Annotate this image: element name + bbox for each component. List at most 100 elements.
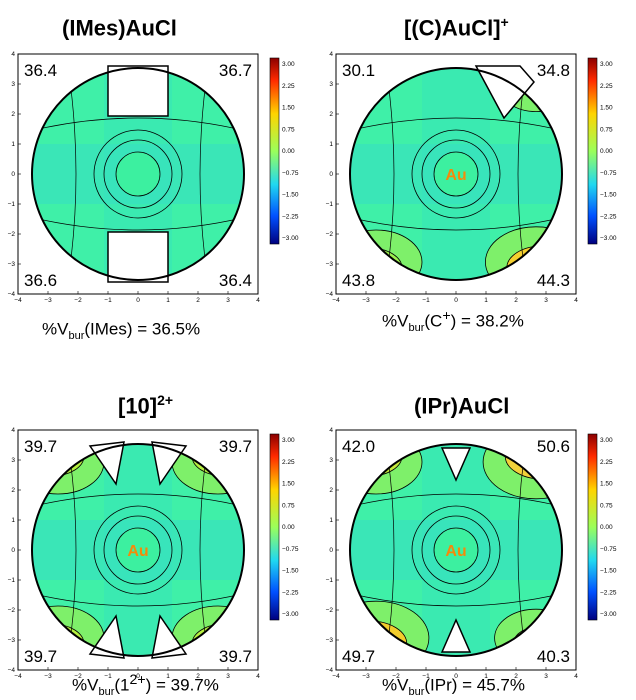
y-tick-label: 1 bbox=[329, 517, 333, 524]
notch-bottom bbox=[107, 231, 169, 283]
x-tick-label: −4 bbox=[14, 673, 22, 680]
y-tick-label: 0 bbox=[329, 171, 333, 178]
colorbar-tick-label: −3.00 bbox=[282, 611, 299, 618]
colorbar-tick-label: 0.00 bbox=[600, 148, 613, 155]
x-tick-label: 2 bbox=[514, 673, 518, 680]
colorbar-tick-label: −0.75 bbox=[282, 546, 299, 553]
colorbar-tick-label: −0.75 bbox=[600, 170, 617, 177]
y-tick-label: −1 bbox=[8, 201, 16, 208]
quadrant-value-tl: 30.1 bbox=[342, 61, 375, 80]
notch-bottom bbox=[440, 618, 472, 653]
y-tick-label: −2 bbox=[326, 231, 334, 238]
x-tick-label: −1 bbox=[104, 297, 112, 304]
contour-line bbox=[350, 589, 562, 607]
caption-ligand: (C bbox=[424, 311, 443, 331]
center-contour bbox=[115, 151, 161, 197]
steric-map: −4−4 −3 −3 −2 −2 −1 −1 0 0 1 1 2 2 3 3 4 4 36.4 36.7 36.6 36… bbox=[8, 51, 299, 304]
disk-outline bbox=[31, 67, 245, 281]
contour-line bbox=[32, 117, 244, 135]
colorbar-tick-label: −2.25 bbox=[282, 589, 299, 596]
title-superscript: 2+ bbox=[157, 392, 174, 408]
quadrant-value-br: 39.7 bbox=[219, 647, 252, 666]
disk-outline bbox=[349, 67, 563, 281]
x-tick-label: 0 bbox=[454, 673, 458, 680]
center-contour bbox=[433, 527, 479, 573]
x-tick-label: −2 bbox=[74, 297, 82, 304]
quadrant-value-tr: 34.8 bbox=[537, 61, 570, 80]
y-tick-label: 2 bbox=[11, 487, 15, 494]
caption-superscript: + bbox=[442, 308, 451, 324]
y-tick-label: −4 bbox=[8, 291, 16, 298]
colorbar-tick-label: 3.00 bbox=[282, 437, 295, 444]
quadrant-value-tr: 50.6 bbox=[537, 437, 570, 456]
contour-line bbox=[32, 213, 244, 231]
center-contour bbox=[433, 151, 479, 197]
colorbar-tick-label: 0.75 bbox=[600, 126, 613, 133]
y-tick-label: 2 bbox=[329, 487, 333, 494]
x-tick-label: 3 bbox=[544, 297, 548, 304]
contour-line bbox=[32, 589, 244, 607]
x-tick-label: −3 bbox=[362, 673, 370, 680]
au-label: Au bbox=[445, 167, 466, 184]
colorbar bbox=[587, 57, 598, 245]
x-tick-label: −4 bbox=[332, 297, 340, 304]
center-contour bbox=[93, 129, 183, 219]
y-tick-label: −1 bbox=[326, 201, 334, 208]
colorbar-tick-label: 0.75 bbox=[282, 502, 295, 509]
quadrant-value-bl: 49.7 bbox=[342, 647, 375, 666]
quadrant-value-br: 44.3 bbox=[537, 271, 570, 290]
x-tick-label: 3 bbox=[226, 297, 230, 304]
lobe-contour bbox=[350, 229, 423, 280]
lobe-contour bbox=[350, 600, 430, 656]
x-tick-label: 4 bbox=[256, 673, 260, 680]
steric-map: −4−4 −3 −3 −2 −2 −1 −1 0 0 1 1 2 2 3 3 4 4 30.1 34.8 43.8 44… bbox=[326, 51, 617, 304]
y-tick-label: 3 bbox=[329, 457, 333, 464]
notch-top bbox=[107, 65, 169, 117]
colorbar-tick-label: 2.25 bbox=[282, 459, 295, 466]
y-tick-label: 0 bbox=[329, 547, 333, 554]
steric-map: −4−4 −3 −3 −2 −2 −1 −1 0 0 1 1 2 2 3 3 4 4 42.0 50.6 49.7 40… bbox=[326, 427, 617, 680]
caption-prefix: %V bbox=[382, 675, 409, 695]
y-tick-label: −3 bbox=[8, 261, 16, 268]
colorbar-tick-label: 1.50 bbox=[600, 481, 613, 488]
x-tick-label: 3 bbox=[544, 673, 548, 680]
y-tick-label: −3 bbox=[326, 637, 334, 644]
quadrant-value-tl: 42.0 bbox=[342, 437, 375, 456]
colorbar-tick-label: −3.00 bbox=[600, 235, 617, 242]
x-tick-label: 2 bbox=[196, 673, 200, 680]
y-tick-label: −3 bbox=[8, 637, 16, 644]
panel-ipr: (IPr)AuCl −4 −4 −3 −3 −2 −2 −1 −1 0 0 1 1 2 2 3 3 4 4 42.0… bbox=[318, 350, 636, 700]
panel-imes: (IMes)AuCl −4 −4 −3 −3 −2 −2 −1 −1 0 0 1 1 2 2 3 3 4 4 36.… bbox=[0, 0, 318, 350]
center-contour bbox=[103, 139, 173, 209]
colorbar-tick-label: 2.25 bbox=[282, 83, 295, 90]
quadrant-value-bl: 36.6 bbox=[24, 271, 57, 290]
quadrant-value-br: 36.4 bbox=[219, 271, 252, 290]
y-tick-label: −2 bbox=[8, 607, 16, 614]
center-contour bbox=[421, 515, 491, 585]
colorbar-tick-label: −0.75 bbox=[600, 546, 617, 553]
x-tick-label: 1 bbox=[484, 297, 488, 304]
y-tick-label: −4 bbox=[8, 667, 16, 674]
title-text: [(C)AuCl] bbox=[404, 15, 501, 41]
notch-top bbox=[474, 65, 535, 120]
y-tick-label: 2 bbox=[11, 111, 15, 118]
y-tick-label: −1 bbox=[326, 577, 334, 584]
y-tick-label: 3 bbox=[11, 457, 15, 464]
colorbar bbox=[269, 433, 280, 621]
x-tick-label: 1 bbox=[484, 673, 488, 680]
buried-volume-caption: %Vbur(C+) = 38.2% bbox=[382, 308, 524, 334]
caption-prefix: %V bbox=[382, 311, 409, 331]
caption-subscript: bur bbox=[408, 322, 425, 335]
y-tick-label: 3 bbox=[11, 81, 15, 88]
colorbar-tick-label: 1.50 bbox=[600, 105, 613, 112]
colorbar-tick-label: 3.00 bbox=[600, 437, 613, 444]
quadrant-value-tl: 36.4 bbox=[24, 61, 57, 80]
x-tick-label: −2 bbox=[392, 297, 400, 304]
caption-prefix: %V bbox=[42, 319, 69, 339]
title-superscript: + bbox=[500, 14, 509, 30]
caption-value: = 45.7% bbox=[457, 675, 525, 695]
buried-volume-caption: %Vbur(IPr) = 45.7% bbox=[382, 672, 525, 698]
colorbar-tick-label: 1.50 bbox=[282, 105, 295, 112]
caption-superscript: 2+ bbox=[129, 672, 146, 688]
au-label: Au bbox=[127, 543, 148, 560]
